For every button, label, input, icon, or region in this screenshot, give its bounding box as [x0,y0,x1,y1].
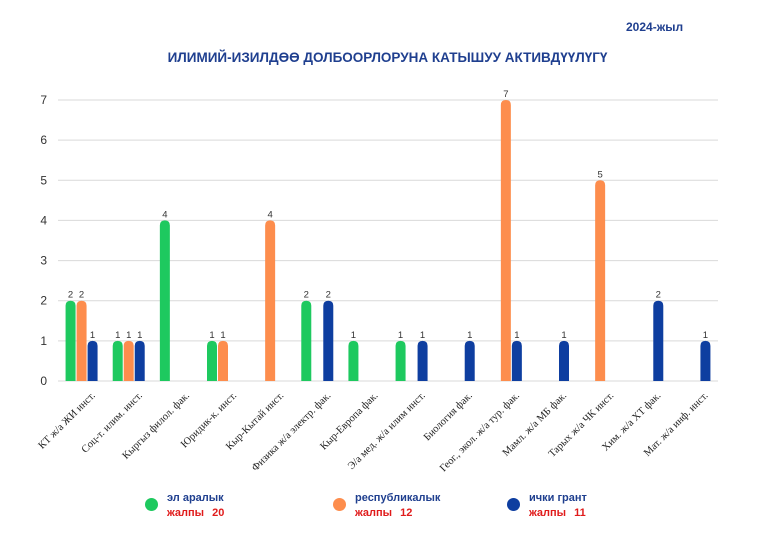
bar [464,340,475,381]
x-tick-label: Э/а мед. ж/а илим инст. [346,390,428,472]
data-label: 1 [220,330,225,341]
year-label: 2024-жыл [626,20,684,34]
data-label: 4 [267,209,272,220]
data-label: 1 [115,330,120,341]
data-label: 1 [126,330,131,341]
data-label: 2 [656,290,661,301]
data-label: 1 [90,330,95,341]
y-tick-label: 1 [40,334,47,348]
legend-label: республикалык [355,492,441,504]
bar [112,340,123,381]
bar [65,300,76,381]
legend-dot-icon [507,498,520,511]
data-label: 5 [597,169,602,180]
legend-total-value: 12 [400,507,413,519]
y-tick-label: 0 [40,374,47,388]
x-tick-label: Физика ж/а электр. фак. [250,390,333,473]
data-label: 1 [420,330,425,341]
bar [134,340,145,381]
bar [159,220,170,381]
legend-dot-icon [145,498,158,511]
data-label: 2 [326,290,331,301]
bar [500,100,511,381]
bar [265,220,276,381]
x-tick-label: Геог., экол. ж/а тур. фак. [438,390,522,474]
bar [207,340,217,381]
data-label: 1 [209,330,214,341]
legend-total: жалпы 12 [355,507,412,519]
bar [323,300,334,381]
legend-total-value: 20 [212,507,225,519]
legend-total-label: жалпы [355,507,393,519]
data-label: 1 [703,330,708,341]
bar [700,340,711,381]
y-tick-label: 4 [40,213,47,227]
y-tick-label: 7 [40,93,47,107]
bar [218,340,228,381]
bar [559,340,569,381]
data-label: 1 [351,330,356,341]
legend-label: ички грант [529,492,587,504]
legend-total: жалпы 11 [529,507,586,519]
legend-total-label: жалпы [167,507,205,519]
data-label: 2 [304,290,309,301]
chart-title: ИЛИМИЙ-ИЗИЛДӨӨ ДОЛБООРЛОРУНА КАТЫШУУ АКТ… [167,50,608,65]
data-label: 4 [162,209,167,220]
legend-total-label: жалпы [529,507,567,519]
bar [123,340,134,381]
legend-total: жалпы 20 [167,507,224,519]
data-label: 1 [398,330,403,341]
bar [653,300,664,381]
x-tick-label: Биология фак. [422,390,475,443]
y-tick-label: 3 [40,254,47,268]
y-tick-label: 2 [40,294,47,308]
bar [395,340,406,381]
y-tick-label: 6 [40,133,47,147]
data-label: 1 [137,330,142,341]
data-label: 7 [503,89,508,100]
bar [76,300,87,381]
legend-total-value: 11 [574,507,586,519]
bar [87,340,98,381]
data-label: 2 [68,290,73,301]
bar [595,180,606,381]
bar [417,340,428,381]
bar [511,340,522,381]
bar [301,300,312,381]
legend-label: эл аралык [167,492,224,504]
y-tick-label: 5 [40,173,47,187]
data-label: 1 [514,330,519,341]
data-label: 1 [467,330,472,341]
data-label: 2 [79,290,84,301]
bar [348,340,359,381]
legend-dot-icon [333,498,346,511]
data-label: 1 [561,330,566,341]
